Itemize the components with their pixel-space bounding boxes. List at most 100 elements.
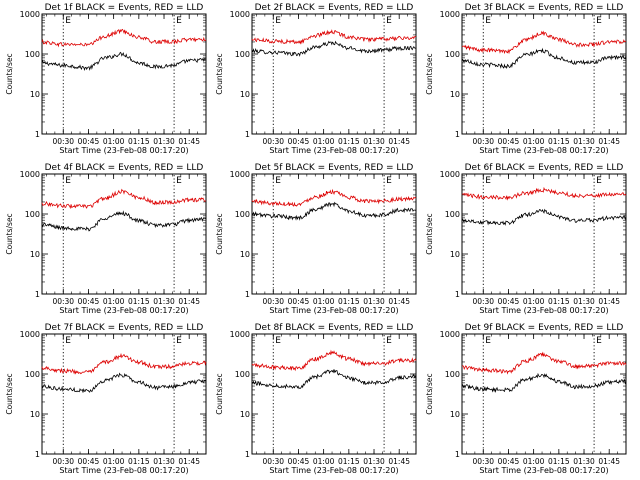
plot-frame	[251, 13, 417, 135]
event-marker-label: E	[65, 16, 71, 26]
y-tick-label: 100	[235, 210, 250, 219]
y-tick-label: 10	[450, 250, 460, 259]
event-marker-label: E	[386, 176, 392, 186]
event-marker-label: E	[386, 16, 392, 26]
x-tick-label: 00:45	[288, 297, 310, 306]
x-tick-label: 01:45	[598, 297, 620, 306]
x-tick-label: 01:30	[363, 457, 385, 466]
x-axis-label: Start Time (23-Feb-08 00:17:20)	[269, 306, 398, 315]
events-series-line	[461, 208, 627, 226]
x-tick-label: 01:00	[313, 297, 335, 306]
chart-panel-3: Det 3f BLACK = Events, RED = LLD 1 10 100 10…	[425, 3, 627, 155]
y-tick-label: 10	[450, 90, 460, 99]
y-tick-label: 10	[30, 90, 40, 99]
event-marker-label: E	[596, 176, 602, 186]
x-tick-label: 01:00	[313, 137, 335, 146]
x-tick-label: 00:45	[498, 297, 520, 306]
x-tick-label: 00:30	[472, 297, 494, 306]
chart-panel-5: Det 5f BLACK = Events, RED = LLD 1 10 100 10…	[215, 163, 417, 315]
y-tick-label: 1	[35, 290, 40, 299]
y-tick-label: 1	[455, 290, 460, 299]
x-tick-label: 01:30	[153, 137, 175, 146]
y-tick-label: 10	[450, 410, 460, 419]
lld-series-line	[41, 28, 207, 48]
chart-title: Det 9f BLACK = Events, RED = LLD	[465, 323, 624, 333]
y-tick-label: 100	[25, 210, 40, 219]
x-tick-label: 01:15	[128, 137, 150, 146]
chart-panel-1: Det 1f BLACK = Events, RED = LLD 1 10 100 10…	[5, 3, 207, 155]
x-tick-label: 01:15	[338, 297, 360, 306]
y-axis-label: Counts/sec	[215, 373, 224, 414]
y-tick-label: 1000	[20, 170, 40, 179]
y-axis-label: Counts/sec	[425, 373, 434, 414]
plot-frame	[41, 13, 207, 135]
y-tick-label: 1000	[440, 330, 460, 339]
x-tick-label: 01:00	[523, 297, 545, 306]
y-tick-label: 1	[455, 130, 460, 139]
x-tick-label: 01:00	[103, 137, 125, 146]
y-tick-label: 1	[35, 450, 40, 459]
plot-frame	[461, 333, 627, 455]
y-tick-label: 1	[35, 130, 40, 139]
x-tick-label: 01:30	[573, 457, 595, 466]
x-tick-label: 01:30	[573, 297, 595, 306]
x-tick-label: 01:45	[388, 457, 410, 466]
y-tick-label: 1000	[20, 330, 40, 339]
x-axis-label: Start Time (23-Feb-08 00:17:20)	[479, 306, 608, 315]
y-axis-label: Counts/sec	[215, 53, 224, 94]
chart-title: Det 7f BLACK = Events, RED = LLD	[45, 323, 204, 333]
x-axis-label: Start Time (23-Feb-08 00:17:20)	[269, 466, 398, 475]
plot-frame	[251, 333, 417, 455]
chart-panel-2: Det 2f BLACK = Events, RED = LLD 1 10 100 10…	[215, 3, 417, 155]
x-tick-label: 01:00	[523, 457, 545, 466]
x-tick-label: 00:30	[472, 457, 494, 466]
chart-title: Det 6f BLACK = Events, RED = LLD	[465, 163, 624, 173]
event-marker-label: E	[275, 16, 281, 26]
x-tick-label: 00:45	[78, 137, 100, 146]
plot-frame	[41, 333, 207, 455]
x-axis-label: Start Time (23-Feb-08 00:17:20)	[479, 146, 608, 155]
x-tick-label: 01:45	[178, 297, 200, 306]
x-tick-label: 00:45	[288, 457, 310, 466]
x-tick-label: 01:15	[548, 137, 570, 146]
chart-title: Det 2f BLACK = Events, RED = LLD	[255, 3, 414, 13]
x-tick-label: 01:30	[153, 297, 175, 306]
x-tick-label: 01:00	[103, 457, 125, 466]
x-tick-label: 01:45	[598, 137, 620, 146]
event-marker-label: E	[65, 336, 71, 346]
y-tick-label: 10	[240, 410, 250, 419]
x-tick-label: 01:30	[573, 137, 595, 146]
y-tick-label: 10	[240, 250, 250, 259]
plot-frame	[461, 173, 627, 295]
y-tick-label: 10	[30, 410, 40, 419]
x-axis-label: Start Time (23-Feb-08 00:17:20)	[59, 466, 188, 475]
y-tick-label: 10	[30, 250, 40, 259]
x-tick-label: 00:30	[262, 137, 284, 146]
x-axis-label: Start Time (23-Feb-08 00:17:20)	[269, 146, 398, 155]
x-tick-label: 01:15	[548, 457, 570, 466]
event-marker-label: E	[596, 336, 602, 346]
chart-panel-7: Det 7f BLACK = Events, RED = LLD 1 10 100 10…	[5, 323, 207, 475]
chart-title: Det 4f BLACK = Events, RED = LLD	[45, 163, 204, 173]
chart-title: Det 3f BLACK = Events, RED = LLD	[465, 3, 624, 13]
event-marker-label: E	[65, 176, 71, 186]
lld-series-line	[41, 352, 207, 375]
x-tick-label: 00:30	[472, 137, 494, 146]
y-tick-label: 1000	[440, 170, 460, 179]
lld-series-line	[251, 29, 417, 45]
x-axis-label: Start Time (23-Feb-08 00:17:20)	[59, 306, 188, 315]
x-tick-label: 01:15	[338, 457, 360, 466]
y-axis-label: Counts/sec	[5, 53, 14, 94]
x-tick-label: 00:45	[78, 297, 100, 306]
events-series-line	[251, 40, 417, 57]
lld-series-line	[461, 186, 627, 201]
y-tick-label: 1000	[230, 170, 250, 179]
event-marker-label: E	[485, 16, 491, 26]
lld-series-line	[41, 188, 207, 210]
y-tick-label: 1	[245, 130, 250, 139]
x-tick-label: 01:45	[178, 457, 200, 466]
x-tick-label: 01:30	[363, 297, 385, 306]
x-tick-label: 00:30	[52, 457, 74, 466]
event-marker-label: E	[176, 16, 182, 26]
